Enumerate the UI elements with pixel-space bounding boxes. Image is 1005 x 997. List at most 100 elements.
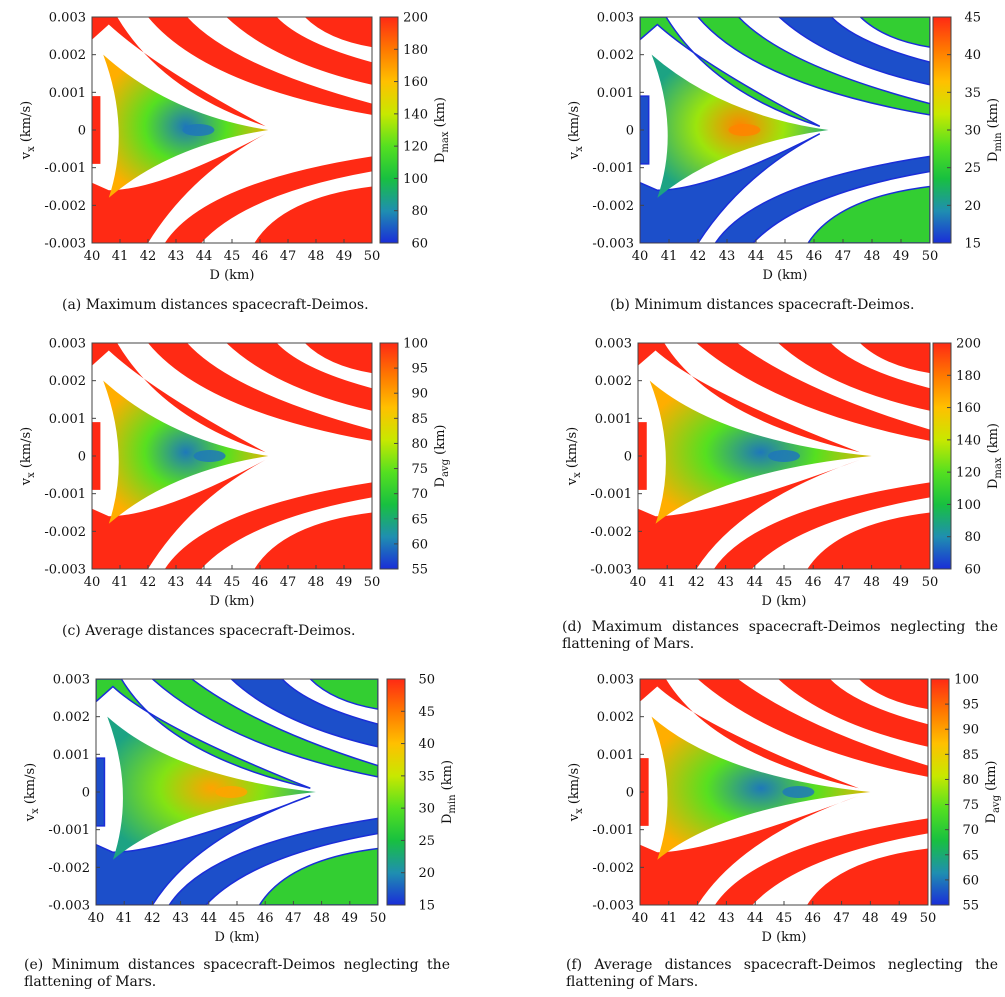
unstable-band [148,17,372,115]
x-tick-label: 44 [196,575,213,590]
x-tick-label: 46 [805,575,822,590]
x-tick-label: 43 [718,911,735,926]
panel-b: 40 41 42 43 44 45 46 47 48 49 50 -0.003 -0.002 -0.001… [540,0,1005,330]
x-tick-label: 44 [747,575,764,590]
y-tick-label: 0.001 [597,748,634,763]
colorbar-label-unit: (km) [440,760,455,794]
x-tick-label: 42 [140,575,157,590]
y-axis-label-sub: x [26,146,37,152]
unstable-band [638,422,647,490]
x-tick-label: 50 [370,911,387,926]
colorbar-label-sub: avg [440,458,451,477]
y-tick-label: 0.003 [597,11,634,26]
colorbar-tick-label: 140 [956,433,981,448]
x-tick-label: 43 [168,249,185,264]
y-axis-label-unit: (km/s) [23,763,38,809]
x-tick-label: 46 [257,911,274,926]
colorbar-label: Dmin (km) [440,760,458,824]
x-tick-label: 42 [690,249,707,264]
x-tick-label: 45 [776,911,793,926]
caption-f: (f) Average distances spacecraft-Deimos … [566,957,998,990]
caption-a: (a) Maximum distances spacecraft-Deimos. [62,297,369,313]
colorbar-tick-label: 160 [956,401,981,416]
y-tick-label: -0.001 [44,487,86,502]
x-tick-label: 41 [661,911,678,926]
colorbar-tick-label: 20 [418,866,435,881]
unstable-band [778,343,930,411]
x-tick-label: 43 [717,575,734,590]
x-tick-label: 44 [201,911,218,926]
panel-a: 40 41 42 43 44 45 46 47 48 49 50 -0.003 -0.002 -0.001… [0,0,500,330]
unstable-band [697,679,928,777]
colorbar-tick-label: 60 [411,537,428,552]
colorbar-tick-label: 70 [962,823,979,838]
unstable-band [226,343,372,411]
caption-d: (d) Maximum distances spacecraft-Deimos … [562,619,998,652]
y-axis-label-main: v [567,151,582,160]
colorbar-label-sub: avg [991,794,1002,813]
unstable-band [640,795,859,905]
y-axis-label-unit: (km/s) [19,101,34,147]
colorbar-tick-label: 70 [411,487,428,502]
colorbar-tick-label: 45 [418,705,435,720]
y-tick-label: -0.003 [44,237,86,252]
stable-region-core [728,124,761,136]
y-tick-label: -0.003 [44,563,86,578]
colorbar-tick-label: 75 [411,462,428,477]
y-tick-label: 0.001 [49,412,86,427]
x-tick-label: 40 [632,911,649,926]
colorbar-label-unit: (km) [433,425,448,459]
x-tick-label: 45 [776,575,793,590]
y-tick-label: -0.001 [592,823,634,838]
colorbar-label-sub: min [447,794,458,814]
heatmap-chart-a: 40 41 42 43 44 45 46 47 48 49 50 -0.003 -0.002 -0.001… [19,11,451,284]
colorbar-tick-label: 100 [403,337,428,352]
x-tick-label: 40 [630,575,647,590]
colorbar-tick-label: 35 [964,86,981,101]
x-axis-label: D (km) [210,268,255,283]
y-axis-label-unit: (km/s) [567,101,582,147]
colorbar-tick-label: 35 [418,769,435,784]
x-tick-label: 41 [112,249,129,264]
x-tick-label: 41 [661,249,678,264]
x-tick-label: 50 [922,249,939,264]
x-tick-label: 47 [285,911,302,926]
colorbar-label: Davg (km) [984,761,1002,824]
unstable-band [92,17,266,127]
unstable-band [96,679,311,789]
caption-b: (b) Minimum distances spacecraft-Deimos. [610,297,915,313]
stable-region-core [193,450,226,462]
x-tick-label: 46 [252,575,269,590]
y-tick-label: 0.002 [595,374,632,389]
y-axis-label-sub: x [574,146,585,152]
colorbar-label-main: D [986,479,1001,489]
heatmap-chart-c: 40 41 42 43 44 45 46 47 48 49 50 -0.003 -0.002 -0.001… [19,337,451,610]
unstable-band [92,343,266,453]
x-tick-label: 41 [116,911,133,926]
unstable-band [807,848,928,905]
x-tick-label: 45 [224,249,241,264]
stable-region [107,716,316,860]
x-tick-label: 45 [224,575,241,590]
colorbar-label-unit: (km) [433,97,448,131]
y-axis-label-sub: x [26,472,37,478]
unstable-band [778,679,928,747]
y-axis-label-main: v [19,477,34,486]
x-tick-label: 47 [835,249,852,264]
x-tick-label: 41 [112,575,129,590]
colorbar-label-sub: max [993,457,1004,478]
unstable-band [92,459,266,569]
y-tick-label: -0.002 [592,199,634,214]
colorbar-tick-label: 180 [956,369,981,384]
caption-e: (e) Minimum distances spacecraft-Deimos … [24,957,450,990]
stable-region [103,54,269,198]
y-axis-label-main: v [565,477,580,486]
x-tick-label: 46 [252,249,269,264]
colorbar-tick-label: 55 [962,899,979,914]
unstable-band [304,17,372,48]
x-tick-label: 48 [862,911,879,926]
colorbar-tick-label: 100 [403,172,428,187]
colorbar-label-main: D [984,813,999,823]
x-tick-label: 43 [168,575,185,590]
y-axis-label-sub: x [30,808,41,814]
